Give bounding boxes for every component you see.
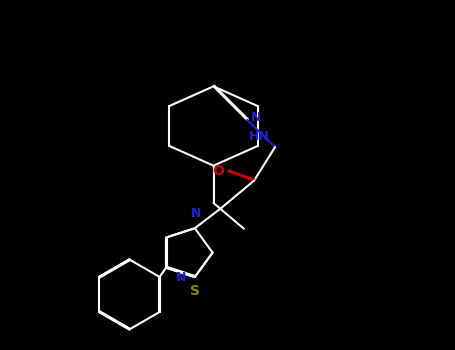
Text: N: N <box>191 207 201 220</box>
Text: N: N <box>176 271 187 284</box>
Text: N: N <box>251 111 261 124</box>
Text: S: S <box>190 284 200 298</box>
Text: O: O <box>212 164 224 178</box>
Text: HN: HN <box>249 130 269 143</box>
